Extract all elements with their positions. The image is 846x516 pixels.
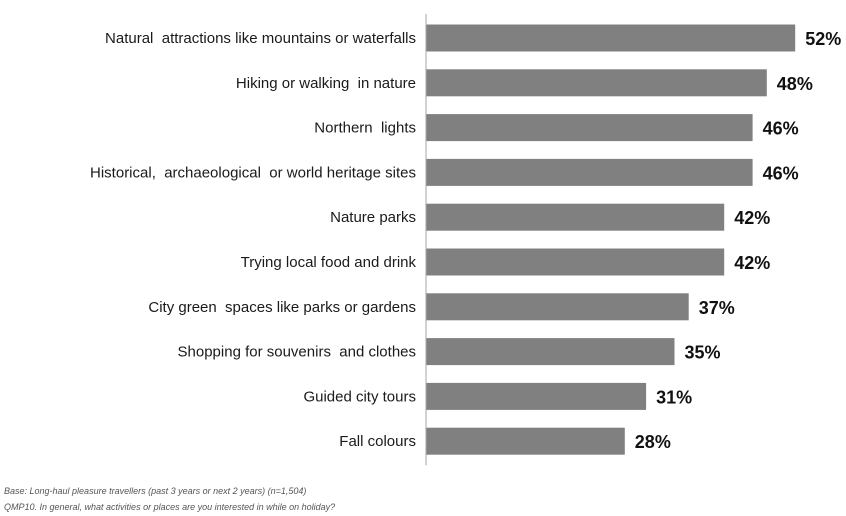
value-label: 28%: [635, 432, 671, 452]
bar: [426, 248, 725, 276]
bar: [426, 158, 753, 186]
bar: [426, 24, 796, 52]
bar: [426, 427, 625, 455]
footnote-base: Base: Long-haul pleasure travellers (pas…: [4, 486, 307, 496]
category-label: Shopping for souvenirs and clothes: [178, 344, 416, 361]
value-label: 48%: [777, 74, 813, 94]
value-label: 52%: [805, 29, 841, 49]
value-label: 35%: [685, 343, 721, 363]
value-label: 46%: [763, 163, 799, 183]
category-label: City green spaces like parks or gardens: [148, 299, 416, 316]
bar-chart: Natural attractions like mountains or wa…: [90, 14, 841, 466]
category-label: Natural attractions like mountains or wa…: [105, 30, 416, 47]
category-label: Northern lights: [314, 120, 416, 137]
value-label: 31%: [656, 387, 692, 407]
value-label: 42%: [734, 253, 770, 273]
category-label: Hiking or walking in nature: [236, 75, 416, 92]
footnote-question: QMP10. In general, what activities or pl…: [4, 502, 336, 512]
value-label: 42%: [734, 208, 770, 228]
bar: [426, 338, 675, 366]
category-label: Trying local food and drink: [241, 254, 417, 271]
bar: [426, 69, 767, 97]
bar: [426, 293, 689, 321]
category-label: Fall colours: [339, 433, 416, 450]
value-label: 37%: [699, 298, 735, 318]
category-label: Guided city tours: [303, 388, 416, 405]
category-label: Historical, archaeological or world heri…: [90, 164, 416, 181]
category-label: Nature parks: [330, 209, 416, 226]
bars-group: Natural attractions like mountains or wa…: [90, 24, 841, 455]
value-label: 46%: [763, 119, 799, 139]
bar: [426, 382, 647, 410]
bar: [426, 203, 725, 231]
bar: [426, 114, 753, 142]
